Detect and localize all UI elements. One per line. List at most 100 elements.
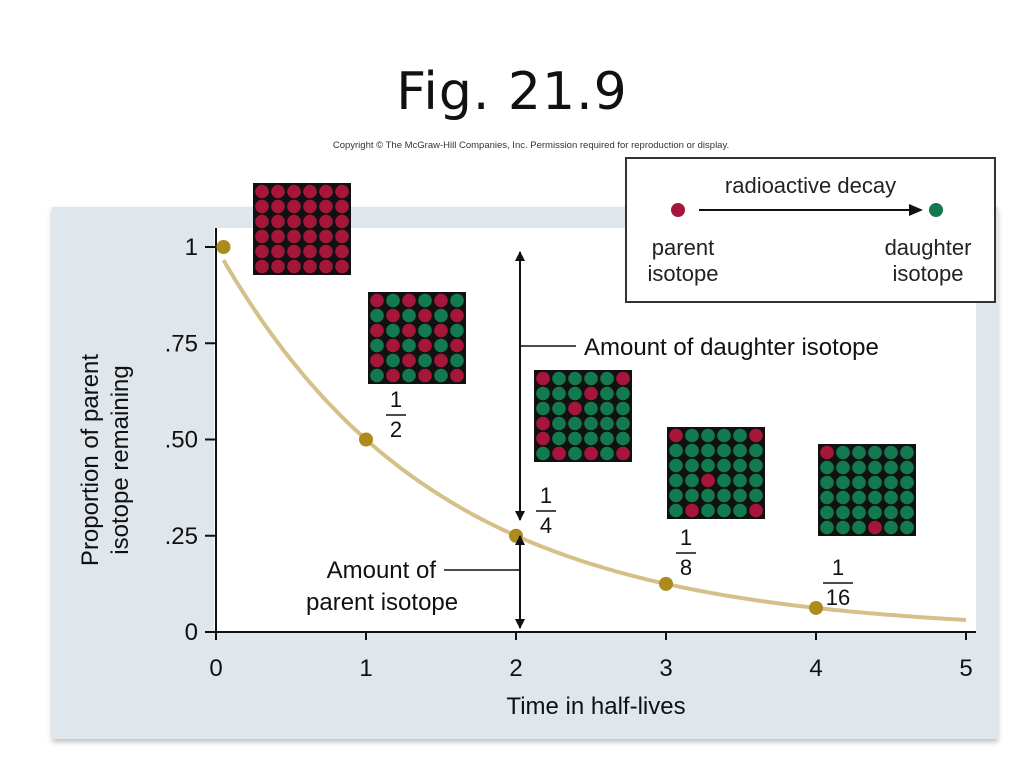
x-tick-label: 4	[809, 655, 822, 682]
isotope-grid-frame	[534, 370, 632, 462]
daughter-atom	[749, 473, 763, 488]
parent-atom	[287, 199, 301, 214]
parent-atom	[450, 308, 464, 323]
daughter-atom	[552, 386, 566, 401]
parent-atom	[386, 308, 400, 323]
parent-atom	[434, 353, 448, 368]
daughter-label-line1: daughter	[884, 235, 972, 260]
daughter-atom	[900, 520, 914, 535]
daughter-atom	[733, 503, 747, 518]
data-point	[809, 600, 823, 615]
daughter-atom	[536, 386, 550, 401]
parent-atom	[287, 229, 301, 244]
decay-arrow-icon	[699, 204, 923, 216]
parent-atom	[303, 199, 317, 214]
y-tick-label: 1	[185, 234, 198, 261]
parent-atom	[303, 229, 317, 244]
copyright-notice: Copyright © The McGraw-Hill Companies, I…	[332, 140, 730, 151]
parent-atom	[287, 259, 301, 274]
daughter-atom	[418, 323, 432, 338]
daughter-atom	[733, 458, 747, 473]
parent-atom	[536, 416, 550, 431]
parent-atom	[386, 338, 400, 353]
parent-atom	[749, 503, 763, 518]
isotope-grid-frame	[667, 427, 765, 519]
fraction-label: 18	[676, 525, 696, 580]
data-point	[359, 432, 373, 447]
slide-title: Fig. 21.9	[396, 62, 628, 122]
isotope-grid	[667, 427, 765, 519]
daughter-atom	[450, 353, 464, 368]
parent-atom	[402, 323, 416, 338]
daughter-atom	[685, 443, 699, 458]
parent-atom	[271, 199, 285, 214]
daughter-atom	[820, 505, 834, 520]
daughter-atom	[669, 443, 683, 458]
parent-atom	[303, 214, 317, 229]
y-tick-label: .50	[165, 427, 198, 454]
isotope-grid	[368, 292, 466, 384]
fraction-numerator: 1	[680, 525, 692, 550]
daughter-atom	[568, 431, 582, 446]
y-tick-label: .75	[165, 330, 198, 357]
parent-atom	[434, 293, 448, 308]
daughter-atom	[669, 488, 683, 503]
daughter-atom	[868, 475, 882, 490]
parent-atom	[749, 428, 763, 443]
daughter-atom	[386, 323, 400, 338]
daughter-atom	[820, 520, 834, 535]
daughter-atom	[418, 293, 432, 308]
parent-amount-label-line2: parent isotope	[306, 589, 458, 616]
daughter-atom	[616, 386, 630, 401]
fraction-numerator: 1	[390, 387, 402, 412]
daughter-atom	[536, 446, 550, 461]
daughter-atom	[402, 338, 416, 353]
parent-atom	[370, 323, 384, 338]
daughter-atom	[836, 520, 850, 535]
legend-title: radioactive decay	[724, 173, 897, 198]
parent-atom	[287, 244, 301, 259]
fraction-denominator: 4	[540, 513, 552, 538]
parent-atom	[450, 368, 464, 383]
daughter-atom	[868, 460, 882, 475]
daughter-atom	[584, 431, 598, 446]
daughter-atom	[434, 368, 448, 383]
parent-atom	[335, 199, 349, 214]
daughter-label-line2: isotope	[892, 261, 964, 286]
daughter-atom	[584, 401, 598, 416]
daughter-atom	[685, 428, 699, 443]
parent-atom	[271, 184, 285, 199]
daughter-atom	[685, 473, 699, 488]
daughter-atom	[717, 488, 731, 503]
parent-label-line1: parent	[651, 235, 715, 260]
daughter-atom	[701, 503, 715, 518]
parent-dot-icon	[671, 203, 685, 217]
parent-atom	[434, 323, 448, 338]
parent-atom	[386, 368, 400, 383]
daughter-atom	[701, 443, 715, 458]
daughter-atom	[616, 431, 630, 446]
parent-atom	[868, 520, 882, 535]
daughter-atom	[370, 338, 384, 353]
daughter-atom	[868, 445, 882, 460]
x-tick-label: 2	[509, 655, 522, 682]
daughter-atom	[900, 475, 914, 490]
parent-atom	[370, 293, 384, 308]
x-tick-label: 3	[659, 655, 672, 682]
fraction-label: 12	[386, 387, 406, 442]
daughter-atom	[370, 308, 384, 323]
daughter-atom	[836, 490, 850, 505]
parent-atom	[303, 244, 317, 259]
parent-atom	[450, 338, 464, 353]
legend: radioactive decay parent isotope daughte…	[625, 157, 996, 303]
daughter-atom	[552, 431, 566, 446]
daughter-atom	[884, 505, 898, 520]
daughter-atom	[386, 353, 400, 368]
daughter-atom	[669, 503, 683, 518]
x-tick-label: 1	[359, 655, 372, 682]
daughter-atom	[600, 386, 614, 401]
parent-atom	[335, 259, 349, 274]
isotope-grid	[818, 444, 916, 536]
parent-atom	[335, 214, 349, 229]
